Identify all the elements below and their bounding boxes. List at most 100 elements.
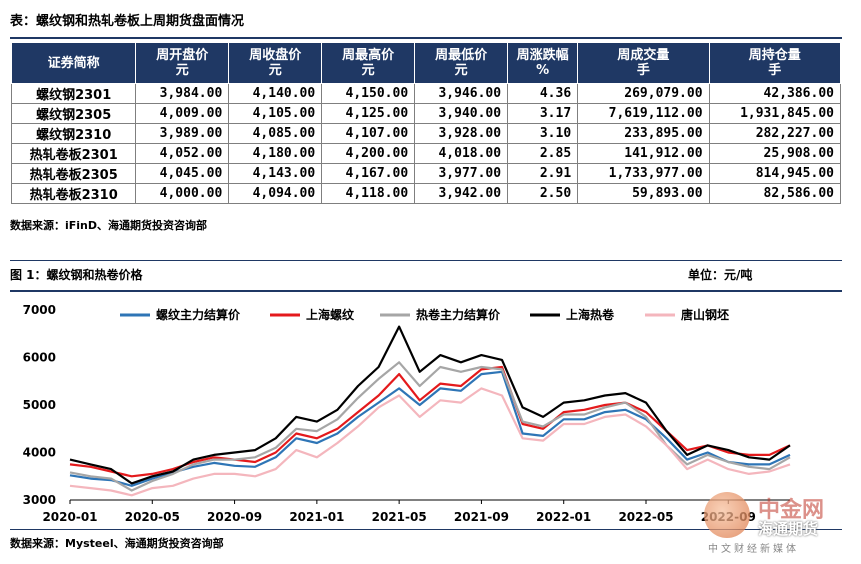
column-header-label: 周最高价 <box>342 48 395 63</box>
table-cell: 1,733,977.00 <box>577 163 710 184</box>
column-header: 周持仓量手 <box>708 42 842 84</box>
table-cell: 2.85 <box>507 143 579 164</box>
x-tick-label: 2022-05 <box>618 510 673 524</box>
y-tick-label: 7000 <box>23 303 56 317</box>
table-cell: 3,977.00 <box>414 163 509 184</box>
table-cell: 82,586.00 <box>708 183 842 204</box>
figure-rule <box>10 290 842 292</box>
security-name-cell: 热轧卷板2305 <box>10 163 137 184</box>
table-cell: 3,940.00 <box>414 103 509 124</box>
table-cell: 4,200.00 <box>321 143 416 164</box>
y-tick-label: 4000 <box>23 446 56 460</box>
table-cell: 3,989.00 <box>135 123 230 144</box>
column-header: 周最高价元 <box>321 42 416 84</box>
price-line-chart: 3000 4000 5000 6000 7000 2020-01 2020-05 2020-0… <box>23 303 791 524</box>
column-header-unit: 手 <box>768 63 782 78</box>
chart-source: 数据来源：Mysteel、海通期货投资咨询部 <box>10 537 224 550</box>
figure-title: 图 1：螺纹钢和热卷价格 <box>10 268 143 282</box>
column-header-unit: 元 <box>361 63 375 78</box>
unit-label: 单位：元/吨 <box>688 268 753 282</box>
table-cell: 4,107.00 <box>321 123 416 144</box>
legend-label: 热卷主力结算价 <box>416 307 501 322</box>
column-header-unit: 元 <box>268 63 282 78</box>
watermark: 中金网 海通期货 中文财经新媒体 <box>700 490 860 560</box>
x-tick-label: 2020-05 <box>125 510 180 524</box>
table-cell: 3.10 <box>507 123 579 144</box>
x-tick-label: 2020-01 <box>42 510 97 524</box>
column-header-unit: 手 <box>636 63 650 78</box>
x-tick-label: 2021-09 <box>454 510 509 524</box>
watermark-logo-icon <box>704 492 750 538</box>
table-row: 热轧卷板2301 4,052.00 4,180.00 4,200.00 4,018.00… <box>10 143 842 164</box>
table-cell: 4.36 <box>507 83 579 104</box>
table-cell: 4,167.00 <box>321 163 416 184</box>
table-cell: 1,931,845.00 <box>708 103 842 124</box>
table-cell: 2.91 <box>507 163 579 184</box>
table-cell: 3,984.00 <box>135 83 230 104</box>
x-tick-label: 2020-09 <box>207 510 262 524</box>
title-rule <box>10 37 842 39</box>
security-name-cell: 热轧卷板2310 <box>10 183 137 204</box>
table-cell: 4,052.00 <box>135 143 230 164</box>
table-row: 螺纹钢2305 4,009.00 4,105.00 4,125.00 3,940.00 3… <box>10 103 842 124</box>
table-cell: 3,946.00 <box>414 83 509 104</box>
column-header: 周开盘价元 <box>135 42 230 84</box>
y-tick-label: 3000 <box>23 493 56 507</box>
legend-label: 唐山钢坯 <box>681 307 729 322</box>
table-cell: 4,000.00 <box>135 183 230 204</box>
column-header-label: 周最低价 <box>435 48 488 63</box>
table-body: 螺纹钢2301 3,984.00 4,140.00 4,150.00 3,946.00 4… <box>10 83 842 204</box>
security-name-cell: 螺纹钢2301 <box>10 83 137 104</box>
column-header-label: 周收盘价 <box>249 48 302 63</box>
column-header-label: 周涨跌幅 <box>516 48 569 63</box>
security-name-cell: 螺纹钢2310 <box>10 123 137 144</box>
x-tick-label: 2021-01 <box>289 510 344 524</box>
table-cell: 4,085.00 <box>228 123 323 144</box>
watermark-sub: 海通期货 <box>758 520 819 538</box>
table-cell: 2.50 <box>507 183 579 204</box>
table-row: 热轧卷板2305 4,045.00 4,143.00 4,167.00 3,977.00… <box>10 163 842 184</box>
table-cell: 814,945.00 <box>708 163 842 184</box>
table-cell: 4,150.00 <box>321 83 416 104</box>
series-line <box>69 387 791 497</box>
figure-rule-top <box>10 260 842 261</box>
x-tick-label: 2022-01 <box>536 510 591 524</box>
table-row: 螺纹钢2301 3,984.00 4,140.00 4,150.00 3,946.00 4… <box>10 83 842 104</box>
table-cell: 3,928.00 <box>414 123 509 144</box>
legend-label: 上海热卷 <box>566 307 615 322</box>
table-cell: 4,143.00 <box>228 163 323 184</box>
table-row: 热轧卷板2310 4,000.00 4,094.00 4,118.00 3,942.00… <box>10 183 842 204</box>
column-header-label: 周开盘价 <box>156 48 209 63</box>
column-header: 周最低价元 <box>414 42 509 84</box>
column-header: 周收盘价元 <box>228 42 323 84</box>
table-cell: 3.17 <box>507 103 579 124</box>
table-cell: 4,118.00 <box>321 183 416 204</box>
column-header-label: 周成交量 <box>617 48 670 63</box>
security-name-cell: 螺纹钢2305 <box>10 103 137 124</box>
column-header-label: 证券简称 <box>47 55 100 71</box>
x-tick-label: 2021-05 <box>372 510 427 524</box>
table-header-row: 证券简称 周开盘价元周收盘价元周最高价元周最低价元周涨跌幅% 周成交量手周持仓量手 <box>10 42 842 84</box>
futures-quote-table: 证券简称 周开盘价元周收盘价元周最高价元周最低价元周涨跌幅% 周成交量手周持仓量手 … <box>10 42 842 204</box>
table-cell: 7,619,112.00 <box>577 103 710 124</box>
table-cell: 4,180.00 <box>228 143 323 164</box>
column-header: 证券简称 <box>10 42 137 84</box>
table-cell: 233,895.00 <box>577 123 710 144</box>
table-cell: 282,227.00 <box>708 123 842 144</box>
table-title: 表：螺纹钢和热轧卷板上周期货盘面情况 <box>10 14 245 29</box>
table-cell: 4,094.00 <box>228 183 323 204</box>
table-cell: 42,386.00 <box>708 83 842 104</box>
table-cell: 4,125.00 <box>321 103 416 124</box>
column-header: 周涨跌幅% <box>507 42 579 84</box>
table-cell: 269,079.00 <box>577 83 710 104</box>
column-header-unit: % <box>536 63 550 78</box>
table-cell: 141,912.00 <box>577 143 710 164</box>
table-cell: 4,009.00 <box>135 103 230 124</box>
table-cell: 4,018.00 <box>414 143 509 164</box>
column-header-label: 周持仓量 <box>748 48 801 63</box>
table-source: 数据来源：iFinD、海通期货投资咨询部 <box>10 219 208 232</box>
figure-rule-bottom <box>10 529 842 530</box>
table-cell: 25,908.00 <box>708 143 842 164</box>
legend-label: 螺纹主力结算价 <box>156 307 241 322</box>
table-row: 螺纹钢2310 3,989.00 4,085.00 4,107.00 3,928.00 3… <box>10 123 842 144</box>
